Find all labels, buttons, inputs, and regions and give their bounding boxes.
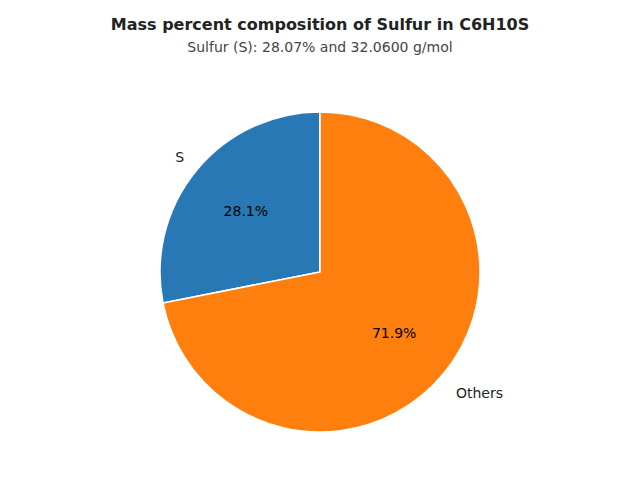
- chart-svg: Mass percent composition of Sulfur in C6…: [0, 0, 640, 480]
- chart-container: Mass percent composition of Sulfur in C6…: [0, 0, 640, 480]
- pie-slice: [163, 112, 480, 432]
- data-label: 71.9%: [372, 325, 416, 341]
- title: Mass percent composition of Sulfur in C6…: [111, 15, 529, 34]
- background: [0, 0, 640, 480]
- subtitle: Sulfur (S): 28.07% and 32.0600 g/mol: [187, 39, 452, 55]
- slice-label: S: [175, 149, 184, 165]
- labels: S 28.1% Others 71.9%: [175, 149, 503, 401]
- pie-slice: [160, 112, 320, 303]
- slice-label: Others: [456, 385, 503, 401]
- data-label: 28.1%: [224, 203, 268, 219]
- slices: [160, 112, 480, 432]
